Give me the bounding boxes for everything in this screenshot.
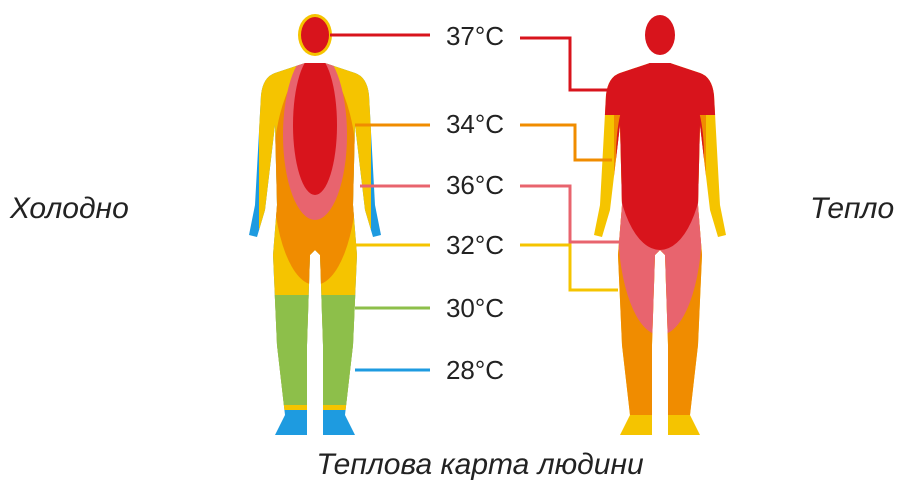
temperature-label: 34°C [446,109,504,139]
cold-label: Холодно [9,192,129,225]
temperature-label: 32°C [446,230,504,260]
temperature-label: 36°C [446,170,504,200]
cold-body [235,14,395,445]
warm-label: Тепло [810,192,894,225]
warm-body [580,15,740,445]
temperature-label: 28°C [446,355,504,385]
heat-map-diagram: 37°C 34°C 36°C 32°C 30°C 28°C Холодно Те… [0,0,916,486]
temperature-label: 37°C [446,21,504,51]
caption: Теплова карта людини [316,448,644,481]
temperature-label: 30°C [446,293,504,323]
